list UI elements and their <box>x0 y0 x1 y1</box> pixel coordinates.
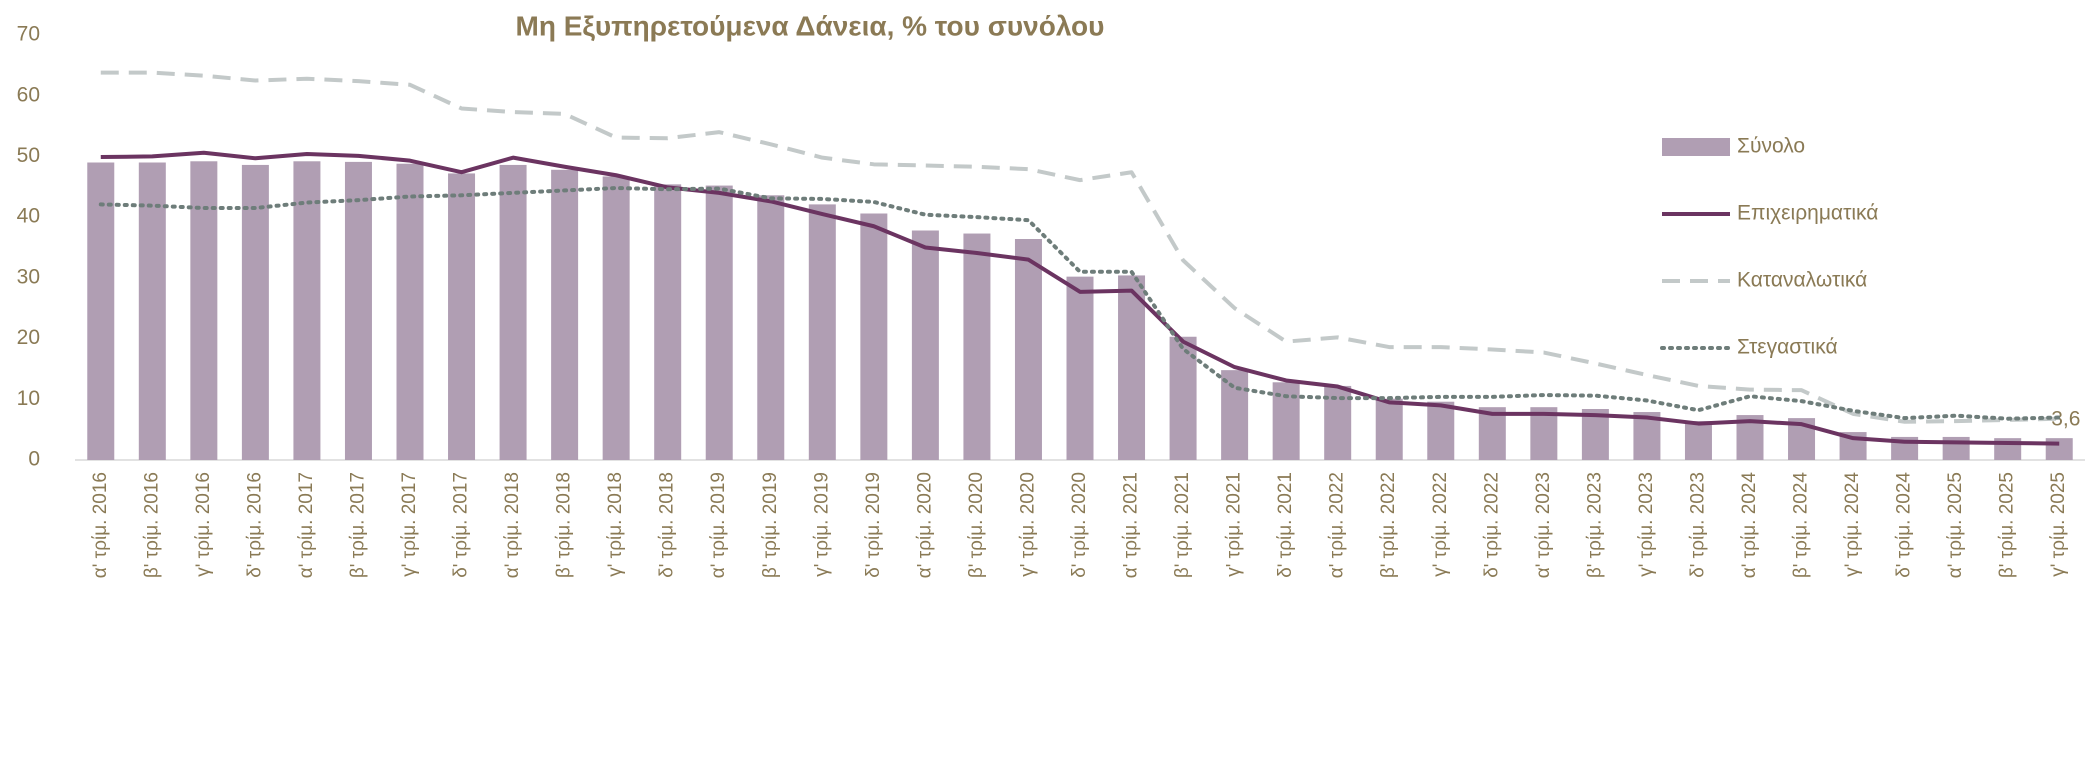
bar <box>2045 438 2073 460</box>
bar <box>1375 398 1403 460</box>
x-tick-label: α' τρίμ. 2022 <box>1327 472 1348 578</box>
bar <box>396 163 424 460</box>
x-tick-label: γ' τρίμ. 2024 <box>1842 472 1863 577</box>
x-tick-label: β' τρίμ. 2025 <box>1997 472 2018 578</box>
x-tick-label: γ' τρίμ. 2018 <box>605 472 626 577</box>
chart-title: Μη Εξυπηρετούμενα Δάνεια, % του συνόλου <box>516 10 1105 41</box>
bar <box>1478 407 1506 460</box>
bar <box>654 184 682 460</box>
y-tick-label: 70 <box>17 23 40 46</box>
x-tick-label: γ' τρίμ. 2017 <box>399 472 420 577</box>
bar <box>499 164 527 460</box>
bar <box>911 230 939 460</box>
x-tick-label: α' τρίμ. 2020 <box>914 472 935 578</box>
legend-swatch <box>1662 138 1730 156</box>
x-tick-label: α' τρίμ. 2025 <box>1945 472 1966 578</box>
x-tick-label: δ' τρίμ. 2021 <box>1275 472 1296 578</box>
x-tick-label: α' τρίμ. 2016 <box>90 472 111 578</box>
x-tick-label: γ' τρίμ. 2020 <box>1017 472 1038 577</box>
x-tick-label: δ' τρίμ. 2024 <box>1894 472 1915 578</box>
x-tick-label: δ' τρίμ. 2018 <box>657 472 678 578</box>
line-series <box>100 150 2060 446</box>
bar <box>344 161 372 460</box>
bar <box>1427 401 1455 460</box>
x-tick-label: γ' τρίμ. 2025 <box>2048 472 2069 577</box>
bar <box>551 169 579 461</box>
legend-label: Καταναλωτικά <box>1737 269 1867 292</box>
legend-label: Επιχειρηματικά <box>1737 202 1878 225</box>
bar <box>1014 239 1042 460</box>
x-tick-label: δ' τρίμ. 2020 <box>1069 472 1090 578</box>
x-tick-label: γ' τρίμ. 2019 <box>811 472 832 577</box>
bar <box>808 204 836 460</box>
bar <box>1684 421 1712 460</box>
x-tick-label: γ' τρίμ. 2016 <box>193 472 214 577</box>
x-tick-label: α' τρίμ. 2024 <box>1739 472 1760 579</box>
line-series <box>98 186 2062 421</box>
bar <box>705 185 733 461</box>
x-tick-label: δ' τρίμ. 2023 <box>1687 472 1708 578</box>
y-tick-label: 10 <box>17 387 40 410</box>
bar <box>1118 275 1146 460</box>
x-tick-label: β' τρίμ. 2021 <box>1172 472 1193 578</box>
y-tick-label: 40 <box>17 205 40 228</box>
x-tick-label: α' τρίμ. 2021 <box>1121 472 1142 578</box>
x-tick-label: γ' τρίμ. 2021 <box>1224 472 1245 577</box>
bar <box>757 195 785 461</box>
x-tick-label: δ' τρίμ. 2022 <box>1481 472 1502 578</box>
x-tick-label: β' τρίμ. 2019 <box>760 472 781 578</box>
x-tick-label: α' τρίμ. 2018 <box>502 472 523 578</box>
bar <box>1066 276 1094 460</box>
legend-label: Σύνολο <box>1737 135 1805 158</box>
bar <box>602 176 630 460</box>
x-tick-label: β' τρίμ. 2023 <box>1584 472 1605 578</box>
bar <box>87 162 115 460</box>
x-tick-label: β' τρίμ. 2018 <box>554 472 575 578</box>
data-label: 3,6 <box>2051 408 2080 431</box>
x-tick-label: δ' τρίμ. 2017 <box>451 472 472 578</box>
x-tick-label: β' τρίμ. 2024 <box>1791 472 1812 579</box>
bar <box>138 162 166 460</box>
y-tick-label: 0 <box>28 448 40 471</box>
bar <box>963 233 991 460</box>
bar <box>293 161 321 461</box>
line-series <box>100 70 2060 424</box>
y-tick-label: 20 <box>17 326 40 349</box>
bar <box>1581 409 1609 460</box>
x-tick-label: γ' τρίμ. 2022 <box>1430 472 1451 577</box>
y-tick-label: 50 <box>17 144 40 167</box>
bar <box>190 161 218 461</box>
y-tick-label: 60 <box>17 83 40 106</box>
y-tick-label: 30 <box>17 265 40 288</box>
x-tick-label: β' τρίμ. 2017 <box>347 472 368 578</box>
x-tick-label: γ' τρίμ. 2023 <box>1636 472 1657 577</box>
x-tick-label: α' τρίμ. 2017 <box>296 472 317 578</box>
bar <box>860 213 888 460</box>
x-tick-label: α' τρίμ. 2023 <box>1533 472 1554 578</box>
x-tick-label: β' τρίμ. 2016 <box>141 472 162 578</box>
x-tick-label: δ' τρίμ. 2016 <box>244 472 265 578</box>
legend-label: Στεγαστικά <box>1737 336 1838 359</box>
x-tick-label: β' τρίμ. 2022 <box>1378 472 1399 578</box>
bar <box>241 164 269 460</box>
x-tick-label: β' τρίμ. 2020 <box>966 472 987 578</box>
bar <box>448 173 476 460</box>
x-tick-label: δ' τρίμ. 2019 <box>863 472 884 578</box>
bar <box>1221 370 1249 460</box>
x-tick-label: α' τρίμ. 2019 <box>708 472 729 578</box>
